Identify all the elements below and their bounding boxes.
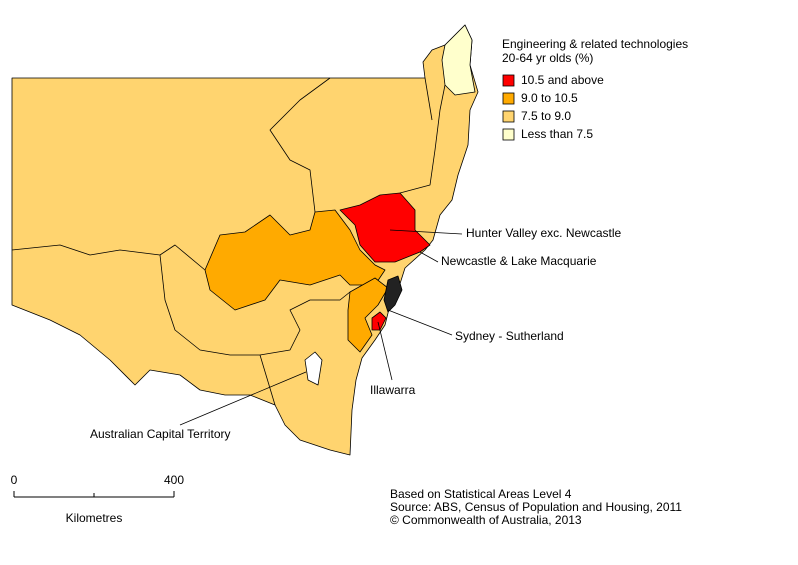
region-border: [259, 354, 276, 406]
region-border: [11, 244, 206, 271]
region: [304, 351, 323, 386]
note: © Commonwealth of Australia, 2013: [390, 513, 582, 527]
region: [383, 275, 403, 313]
legend: 10.5 and above 9.0 to 10.5 7.5 to 9.0 Less …: [502, 73, 604, 141]
region: [204, 209, 386, 311]
region-label: Newcastle & Lake Macquarie: [441, 254, 597, 268]
leader-line: [389, 229, 463, 235]
scale-label: 0: [11, 473, 18, 487]
scale-unit: Kilometres: [66, 511, 123, 525]
region-border: [269, 77, 331, 213]
legend-label: 9.0 to 10.5: [521, 91, 578, 105]
region-border: [399, 84, 446, 194]
map: [11, 24, 479, 456]
leader-line: [377, 321, 393, 381]
leader-line: [387, 309, 453, 336]
scale-label: 400: [164, 473, 184, 487]
region-label: Australian Capital Territory: [90, 427, 231, 441]
leader-line: [419, 251, 439, 263]
legend-swatch: [502, 74, 515, 87]
region: [347, 277, 389, 353]
region-label: Sydney - Sutherland: [455, 329, 564, 343]
note: Based on Statistical Areas Level 4: [390, 487, 572, 501]
legend-swatch: [502, 92, 515, 105]
region: [441, 24, 476, 96]
legend-subtitle: 20-64 yr olds (%): [502, 51, 593, 65]
legend-swatch: [502, 128, 515, 141]
region-label: Illawarra: [370, 383, 416, 397]
region-border: [424, 77, 433, 121]
note: Source: ABS, Census of Population and Ho…: [390, 500, 682, 514]
leader-line: [179, 371, 307, 426]
legend-label: Less than 7.5: [521, 127, 593, 141]
legend-label: 10.5 and above: [521, 73, 604, 87]
legend-title: Engineering & related technologies: [502, 37, 688, 51]
scale-bar: 0 400 Kilometres: [11, 473, 185, 525]
legend-swatch: [502, 110, 515, 123]
region-label: Hunter Valley exc. Newcastle: [466, 226, 622, 240]
legend-label: 7.5 to 9.0: [521, 109, 571, 123]
region: [339, 192, 431, 263]
region-border: [159, 254, 351, 356]
region: [371, 311, 387, 331]
